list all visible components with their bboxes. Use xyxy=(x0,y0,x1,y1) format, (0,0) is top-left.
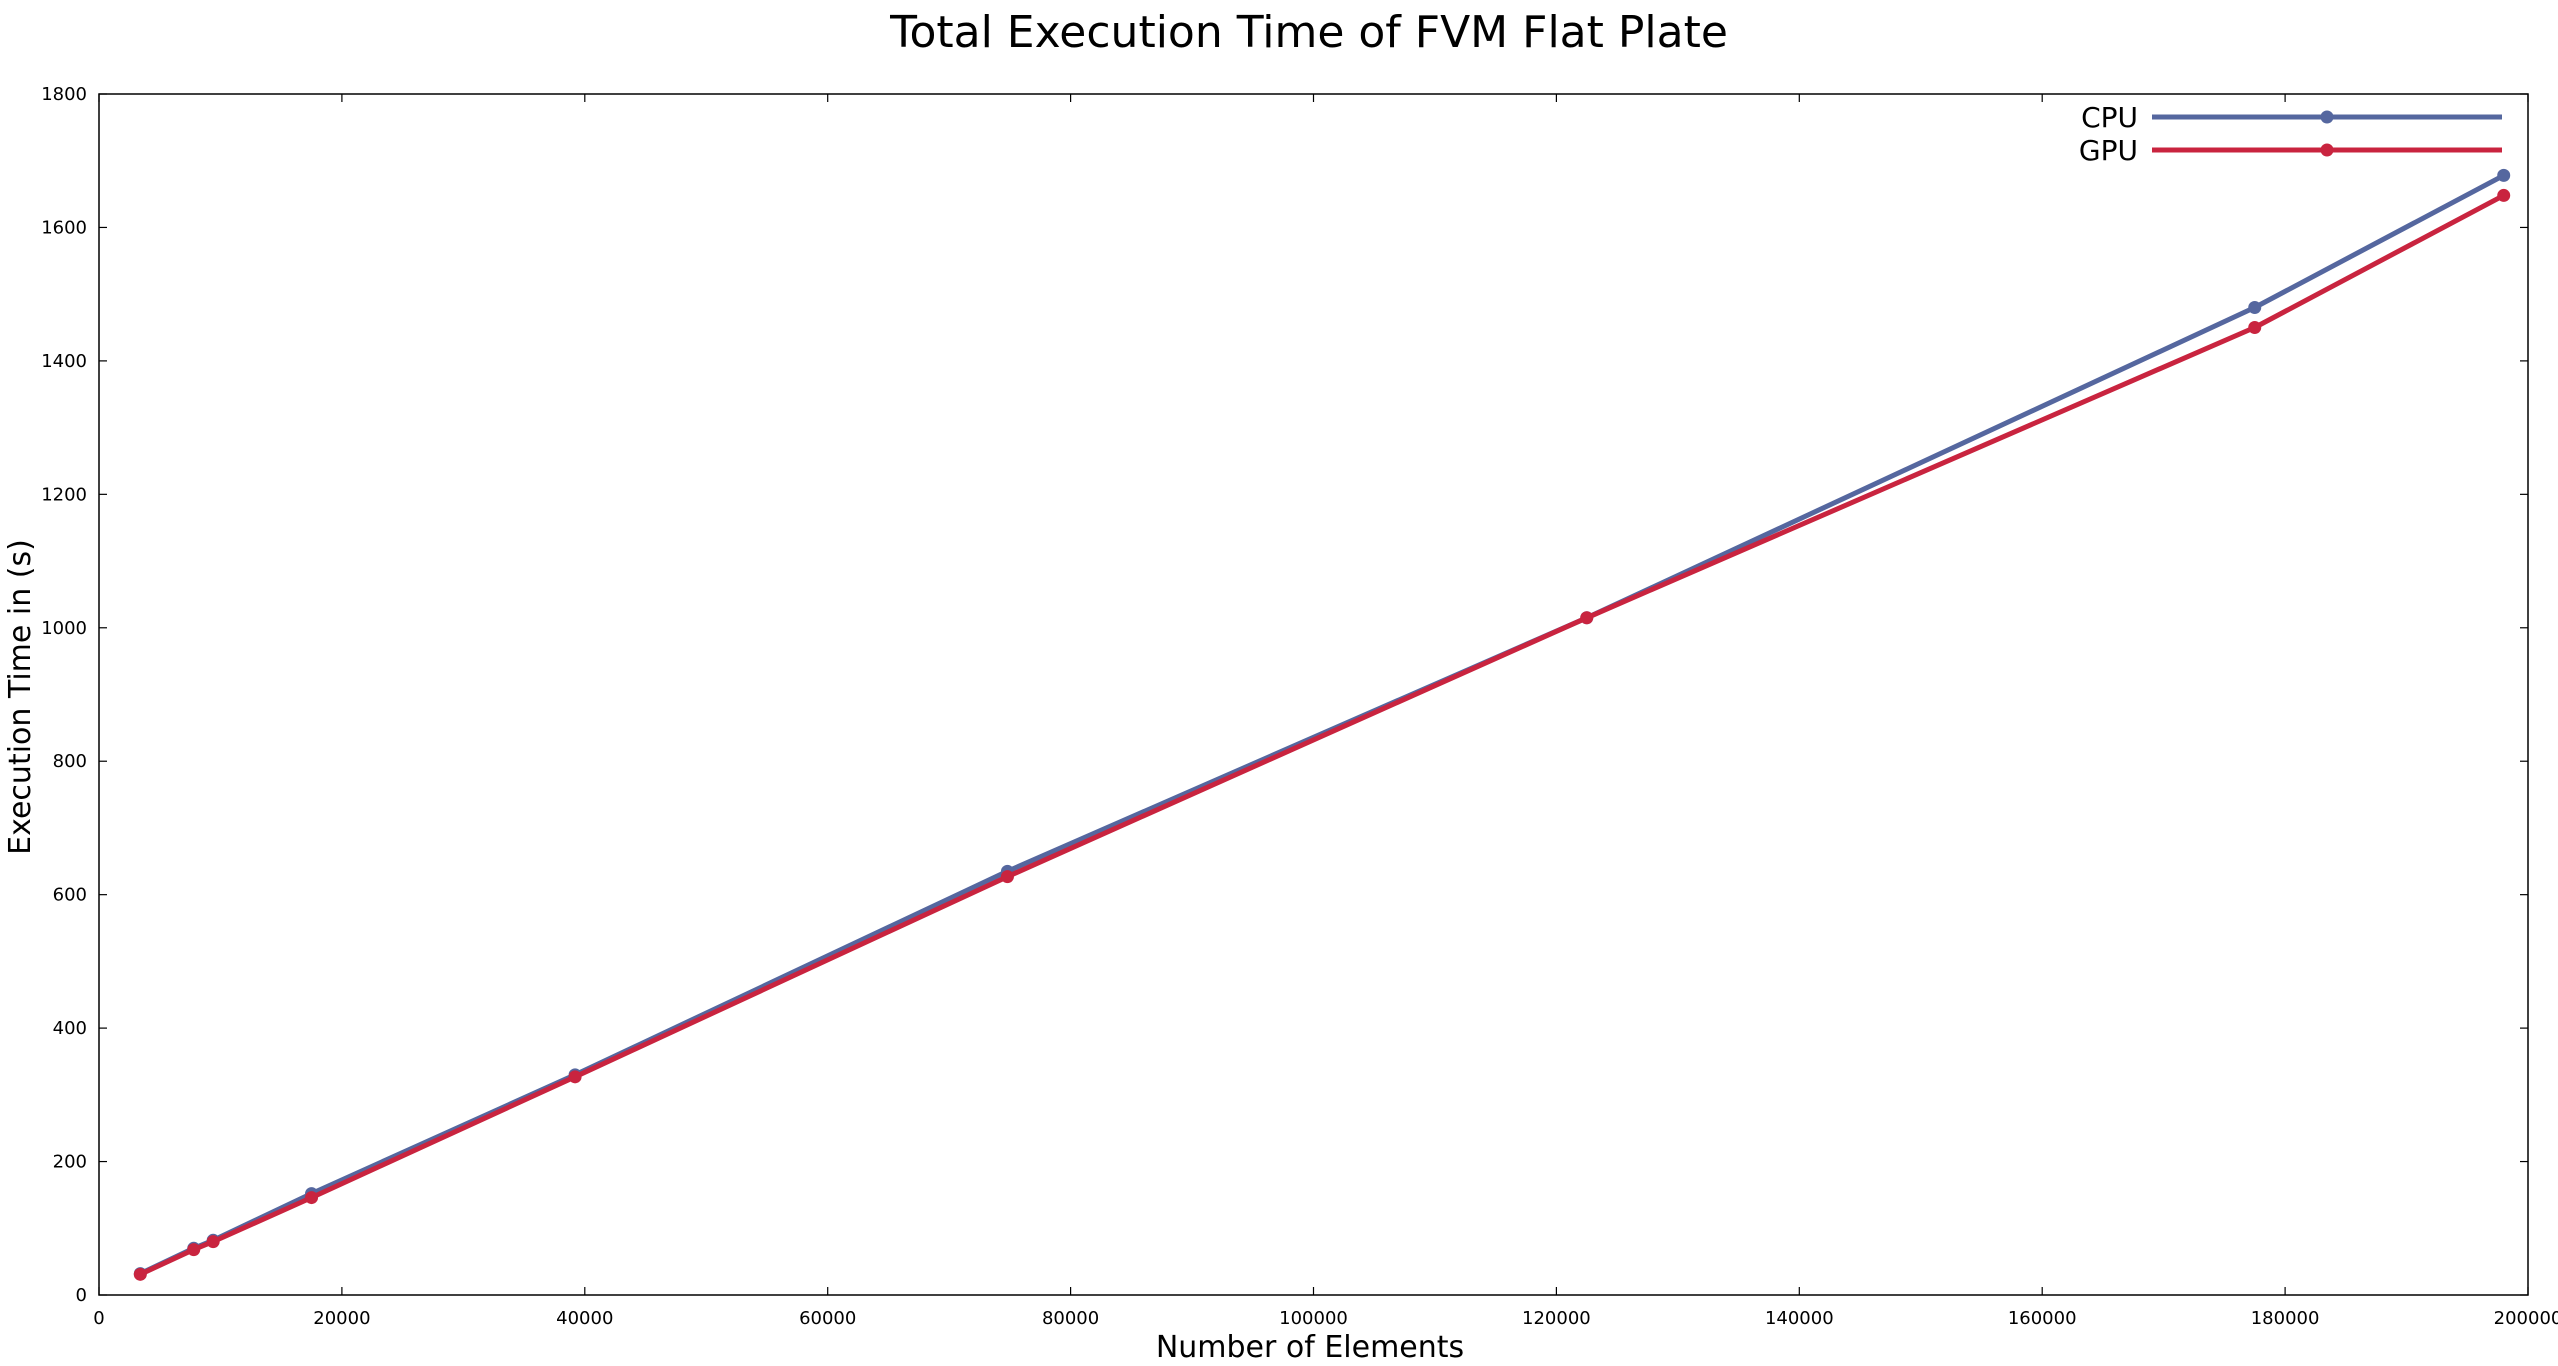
legend-label: GPU xyxy=(2079,134,2138,167)
x-tick-label: 120000 xyxy=(1522,1308,1591,1329)
x-tick-label: 180000 xyxy=(2251,1308,2320,1329)
y-tick-label: 600 xyxy=(53,885,87,906)
x-tick-label: 140000 xyxy=(1765,1308,1834,1329)
legend-item-gpu: GPU xyxy=(2079,134,2502,167)
data-point-gpu xyxy=(1000,870,1014,884)
y-tick-label: 1600 xyxy=(41,217,87,238)
y-axis-title: Execution Time in (s) xyxy=(3,539,38,855)
chart-title: Total Execution Time of FVM Flat Plate xyxy=(889,7,1728,58)
x-tick-label: 20000 xyxy=(313,1308,370,1329)
legend-item-cpu: CPU xyxy=(2081,101,2502,134)
y-tick-label: 200 xyxy=(53,1152,87,1173)
x-tick-label: 160000 xyxy=(2008,1308,2077,1329)
data-point-gpu xyxy=(1580,611,1594,625)
x-tick-label: 60000 xyxy=(799,1308,856,1329)
y-tick-label: 0 xyxy=(76,1285,87,1306)
plot-frame xyxy=(98,93,2529,1296)
x-axis-title: Number of Elements xyxy=(1156,1330,1464,1362)
legend-marker xyxy=(2320,143,2334,157)
y-tick-label: 1200 xyxy=(41,484,87,505)
data-point-gpu xyxy=(206,1235,220,1249)
x-tick-label: 100000 xyxy=(1279,1308,1348,1329)
series-layer xyxy=(133,168,2511,1281)
x-tick-label: 40000 xyxy=(556,1308,613,1329)
legend-label: CPU xyxy=(2081,101,2138,134)
x-tick-label: 200000 xyxy=(2494,1308,2558,1329)
series-gpu xyxy=(133,188,2511,1281)
data-point-gpu xyxy=(2497,188,2511,202)
legend-marker xyxy=(2320,110,2334,124)
data-point-cpu xyxy=(2497,168,2511,182)
data-point-gpu xyxy=(2248,321,2262,335)
y-tick-label: 1000 xyxy=(41,618,87,639)
data-point-gpu xyxy=(305,1191,319,1205)
y-tick-label: 800 xyxy=(53,751,87,772)
data-point-gpu xyxy=(133,1267,147,1281)
y-tick-label: 1800 xyxy=(41,84,87,105)
x-tick-label: 80000 xyxy=(1042,1308,1099,1329)
data-point-gpu xyxy=(187,1243,201,1257)
y-tick-label: 400 xyxy=(53,1018,87,1039)
x-tick-label: 0 xyxy=(93,1308,104,1329)
y-tick-label: 1400 xyxy=(41,351,87,372)
data-point-gpu xyxy=(568,1070,582,1084)
data-point-cpu xyxy=(2248,301,2262,315)
ticks-layer: 0 20000 40000 60000 80000 100000 120000 140000 1… xyxy=(41,84,2558,1329)
